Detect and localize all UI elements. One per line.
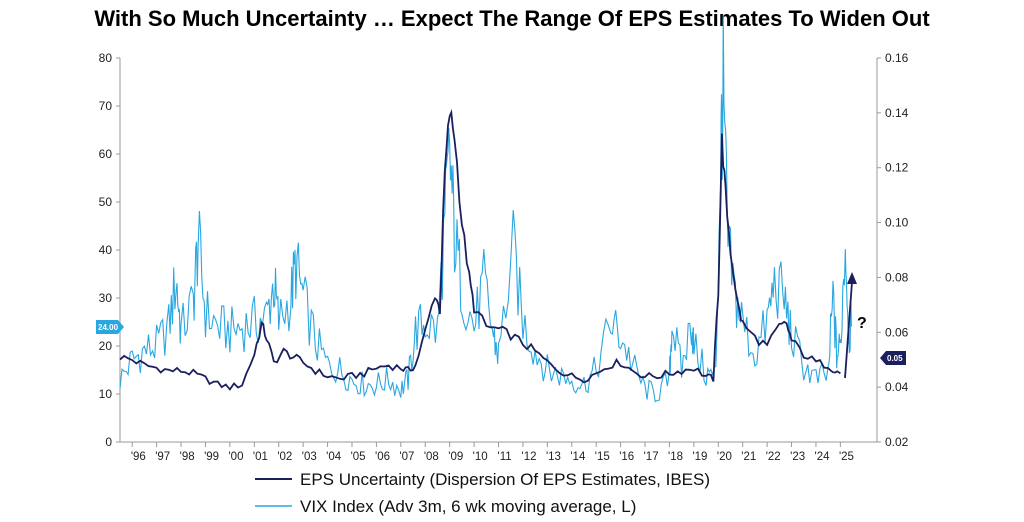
right-y-axis: 0.02 0.04 0.06 0.08 0.10 0.12 0.14 0.16 bbox=[877, 51, 909, 449]
right-tick-label: 0.04 bbox=[885, 380, 909, 394]
right-tick-label: 0.16 bbox=[885, 51, 909, 65]
x-tick-label: '24 bbox=[815, 451, 831, 463]
x-tick-label: '98 bbox=[180, 451, 195, 463]
upward-arrow-head bbox=[847, 272, 857, 284]
x-tick-label: '18 bbox=[668, 451, 683, 463]
series-line-vix bbox=[119, 14, 852, 403]
legend-label-eps: EPS Uncertainty (Dispersion Of EPS Estim… bbox=[300, 470, 710, 489]
left-last-value-badge: 24.00 bbox=[96, 320, 124, 334]
left-tick-label: 30 bbox=[99, 291, 113, 305]
x-tick-label: '99 bbox=[204, 451, 219, 463]
left-tick-label: 0 bbox=[105, 435, 112, 449]
right-tick-label: 0.12 bbox=[885, 161, 909, 175]
x-tick-label: '02 bbox=[277, 451, 292, 463]
x-tick-label: '12 bbox=[522, 451, 537, 463]
legend: EPS Uncertainty (Dispersion Of EPS Estim… bbox=[255, 470, 710, 516]
right-tick-label: 0.08 bbox=[885, 270, 909, 284]
x-tick-label: '25 bbox=[839, 451, 854, 463]
x-tick-label: '19 bbox=[692, 451, 707, 463]
question-mark-annotation: ? bbox=[857, 315, 867, 332]
series-line-eps-uncertainty bbox=[119, 108, 841, 391]
x-tick-label: '07 bbox=[399, 451, 414, 463]
x-tick-label: '14 bbox=[570, 451, 586, 463]
left-tick-label: 80 bbox=[99, 51, 113, 65]
x-tick-label: '22 bbox=[766, 451, 781, 463]
x-tick-label: '20 bbox=[717, 451, 732, 463]
x-axis: '96 '97 '98 '99 '00 '01 '02 '03 '04 '05 '06 '07 '08 '… bbox=[131, 442, 854, 463]
x-tick-label: '01 bbox=[253, 451, 268, 463]
right-tick-label: 0.02 bbox=[885, 435, 909, 449]
upward-arrow-line bbox=[844, 281, 853, 379]
right-badge-value: 0.05 bbox=[887, 354, 903, 363]
x-tick-label: '03 bbox=[302, 451, 317, 463]
x-tick-label: '17 bbox=[644, 451, 659, 463]
x-tick-label: '08 bbox=[424, 451, 439, 463]
x-tick-label: '11 bbox=[498, 451, 512, 463]
x-tick-label: '23 bbox=[790, 451, 805, 463]
x-tick-label: '04 bbox=[326, 451, 342, 463]
right-tick-label: 0.06 bbox=[885, 325, 909, 339]
x-tick-label: '21 bbox=[741, 451, 756, 463]
x-tick-label: '00 bbox=[228, 451, 243, 463]
x-tick-label: '13 bbox=[546, 451, 561, 463]
left-tick-label: 40 bbox=[99, 243, 113, 257]
right-last-value-badge: 0.05 bbox=[880, 351, 906, 365]
chart-title: With So Much Uncertainty … Expect The Ra… bbox=[94, 6, 930, 31]
left-y-axis: 0 10 20 30 40 50 60 70 80 bbox=[99, 51, 120, 449]
arrow-annotation bbox=[844, 272, 857, 379]
x-tick-label: '96 bbox=[131, 451, 146, 463]
left-badge-value: 24.00 bbox=[98, 323, 119, 332]
x-tick-label: '06 bbox=[375, 451, 390, 463]
left-tick-label: 70 bbox=[99, 99, 113, 113]
x-tick-label: '05 bbox=[351, 451, 366, 463]
x-tick-label: '09 bbox=[448, 451, 463, 463]
x-tick-label: '97 bbox=[155, 451, 170, 463]
x-tick-label: '16 bbox=[619, 451, 634, 463]
x-tick-label: '10 bbox=[473, 451, 488, 463]
right-tick-label: 0.14 bbox=[885, 106, 909, 120]
left-tick-label: 20 bbox=[99, 339, 113, 353]
left-tick-label: 50 bbox=[99, 195, 113, 209]
left-tick-label: 60 bbox=[99, 147, 113, 161]
x-tick-label: '15 bbox=[595, 451, 610, 463]
left-tick-label: 10 bbox=[99, 387, 113, 401]
legend-label-vix: VIX Index (Adv 3m, 6 wk moving average, … bbox=[300, 497, 636, 516]
right-tick-label: 0.10 bbox=[885, 216, 909, 230]
